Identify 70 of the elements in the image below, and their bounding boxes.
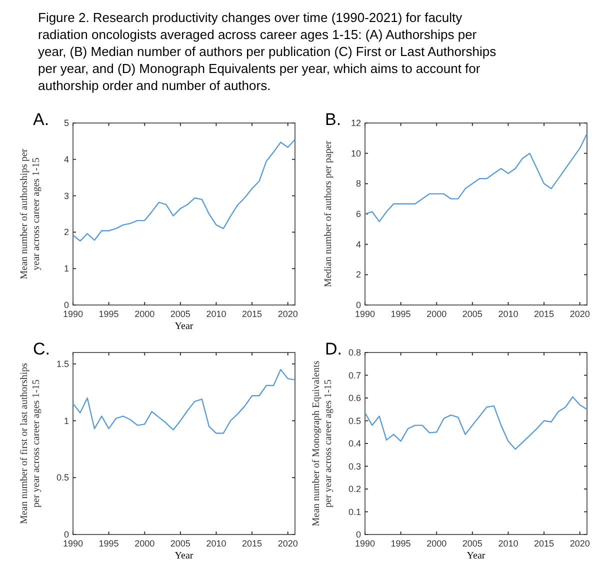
x-tick-label: 1990: [62, 538, 84, 548]
x-tick-label: 2015: [242, 538, 262, 548]
line-series: [364, 133, 588, 222]
y-tick-label: 1: [64, 264, 69, 274]
line-series: [72, 368, 296, 434]
y-tick-label: 2: [64, 227, 69, 238]
y-tick-label: 6: [356, 209, 361, 219]
x-tick-label: 2015: [534, 309, 554, 319]
y-tick-label: 1: [64, 416, 69, 426]
x-tick-label: 1995: [390, 309, 411, 319]
y-tick-label: 5: [64, 118, 69, 128]
y-tick-label: 0: [356, 530, 361, 540]
y-axis-title: Mean number of Monograph Equivalents per year across career ages 1-15: [311, 360, 334, 526]
x-tick-label: 1990: [62, 309, 84, 319]
chart-title: B.: [325, 110, 342, 129]
y-tick-label: 0.4: [348, 438, 361, 448]
x-tick-label: 2005: [462, 309, 482, 319]
x-tick-label: 2020: [570, 309, 590, 319]
x-axis-title: Year: [174, 321, 194, 332]
x-tick-label: 2005: [170, 309, 190, 319]
chart-title: A.: [33, 110, 50, 129]
y-tick-label: 0.1: [348, 506, 361, 517]
x-tick-label: 2020: [570, 538, 590, 548]
y-tick-label: 4: [356, 239, 361, 250]
x-tick-label: 2000: [134, 309, 155, 319]
y-tick-label: 0.5: [56, 472, 69, 483]
y-tick-label: 12: [350, 118, 361, 128]
x-tick-label: 2010: [498, 309, 518, 319]
line-series: [364, 396, 588, 450]
x-tick-label: 2015: [534, 538, 554, 548]
x-axis-title: Year: [174, 550, 194, 562]
x-tick-label: 1995: [390, 538, 411, 548]
y-axis-title: Median number of authors per paper: [323, 140, 334, 288]
y-tick-label: 1.5: [56, 358, 69, 369]
y-tick-label: 0: [356, 300, 361, 310]
caption: Figure 2. Research productivity changes over time (1990-2021) for faculty radiation oncologists averaged across career ages 1-15: (A) Authorships per year, (B) Median number of authors per publication (C) First or Last Authorships per year, and (D) Monograph Equivalents per year, which aims to account for authorship order and number of authors.: [38, 10, 497, 93]
y-tick-label: 4: [64, 154, 69, 164]
x-tick-label: 2010: [206, 309, 226, 319]
line-series: [72, 138, 296, 242]
y-tick-label: 3: [64, 190, 69, 201]
y-tick-label: 0.6: [348, 393, 361, 403]
y-tick-label: 0.8: [348, 348, 361, 358]
chart-title: C.: [33, 340, 50, 358]
x-tick-label: 2005: [170, 538, 190, 548]
y-tick-label: 0: [64, 530, 69, 540]
x-tick-label: 1990: [354, 538, 376, 548]
x-axis-title: Year: [466, 550, 486, 562]
y-tick-label: 0.5: [348, 416, 361, 426]
x-tick-label: 2005: [462, 538, 482, 548]
x-tick-label: 2015: [242, 309, 262, 319]
y-tick-label: 0: [64, 300, 69, 310]
y-tick-label: 2: [356, 270, 361, 280]
y-tick-label: 0.7: [348, 370, 361, 380]
x-tick-label: 2010: [498, 538, 518, 548]
y-tick-label: 8: [356, 178, 361, 189]
x-tick-label: 2000: [426, 538, 447, 548]
x-tick-label: 2000: [134, 538, 155, 548]
chart-title: D.: [325, 340, 342, 358]
x-tick-label: 2000: [426, 309, 447, 319]
y-tick-label: 10: [350, 148, 361, 158]
y-axis-title: Mean number of first or last authorships per year across career ages 1-15: [19, 362, 42, 524]
y-tick-label: 0.2: [348, 484, 361, 494]
x-tick-label: 2020: [278, 538, 298, 548]
x-tick-label: 2010: [206, 538, 226, 548]
x-tick-label: 2020: [278, 309, 298, 319]
x-tick-label: 1995: [98, 538, 119, 548]
y-tick-label: 0.3: [348, 461, 361, 472]
x-tick-label: 1995: [98, 309, 119, 319]
x-tick-label: 1990: [354, 309, 376, 319]
y-axis-title: Mean number of authorships per year across career ages 1-15: [19, 148, 42, 280]
